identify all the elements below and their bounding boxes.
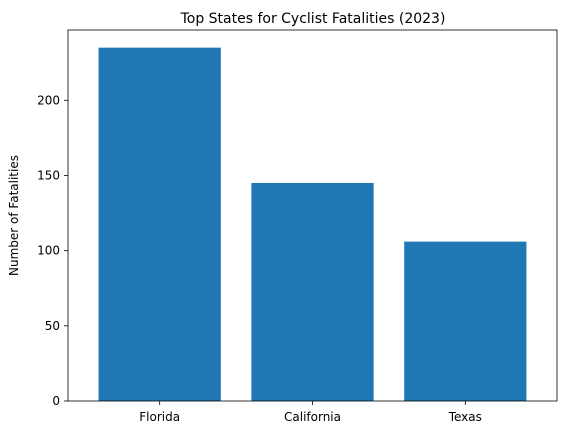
y-tick-label: 0 bbox=[52, 394, 60, 408]
plot-area: Florida California Texas 0 50 100 150 200 bbox=[37, 29, 558, 424]
y-tick-label: 50 bbox=[45, 319, 60, 333]
bar-florida bbox=[98, 47, 221, 402]
bar-texas bbox=[404, 241, 527, 401]
y-axis-label: Number of Fatalities bbox=[7, 155, 21, 276]
y-tick-label: 200 bbox=[37, 93, 60, 107]
x-tick-label: Texas bbox=[448, 410, 482, 424]
axes-frame bbox=[67, 29, 558, 402]
x-tick-label: Florida bbox=[139, 410, 180, 424]
y-tick-label: 150 bbox=[37, 168, 60, 182]
y-tick-label: 100 bbox=[37, 244, 60, 258]
x-tick-label: California bbox=[284, 410, 341, 424]
chart-title: Top States for Cyclist Fatalities (2023) bbox=[180, 11, 446, 27]
bar-california bbox=[251, 182, 374, 401]
